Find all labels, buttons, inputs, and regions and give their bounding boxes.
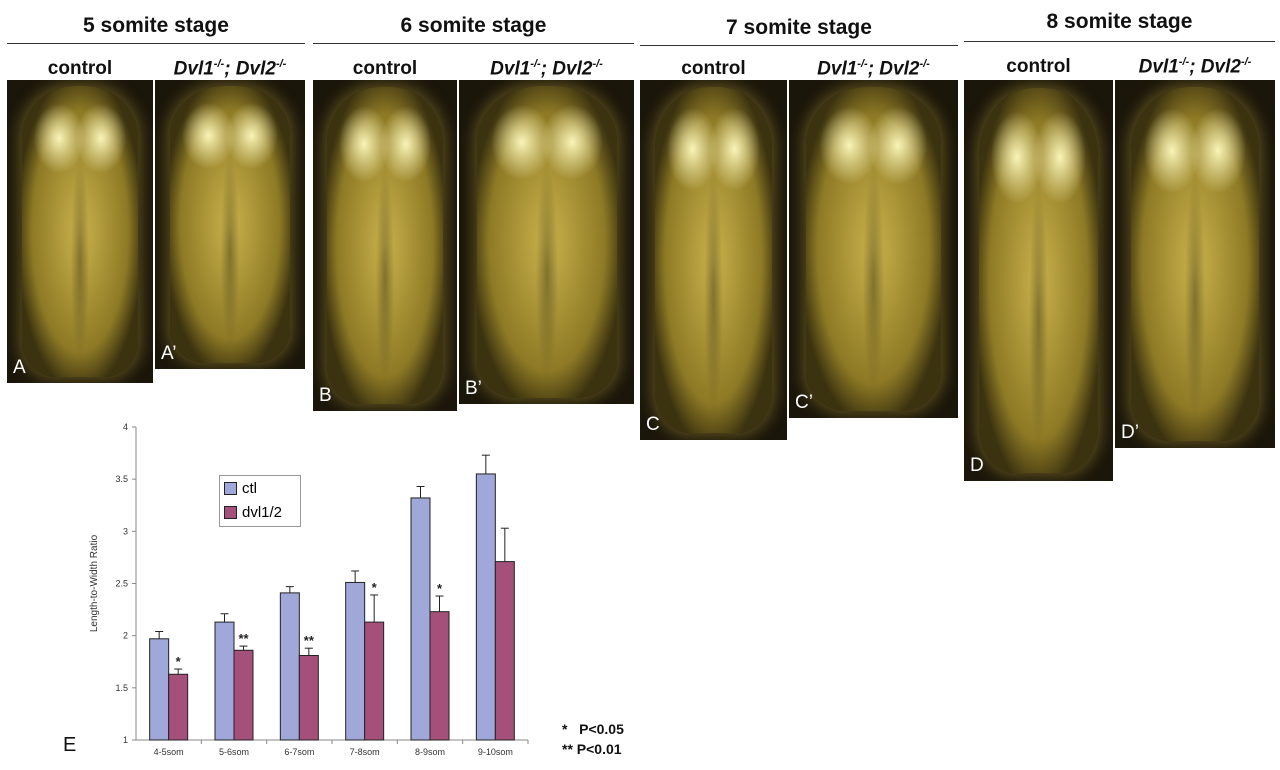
legend-item-ctl: ctl <box>220 476 300 500</box>
bar-dvl1/2 <box>429 611 450 741</box>
panel-label: B <box>319 385 332 406</box>
stage-title: 6 somite stage <box>400 14 547 37</box>
stage-header-8: 8 somite stage <box>964 10 1275 42</box>
x-tick-label: 8-9som <box>415 747 445 757</box>
divider <box>964 41 1275 42</box>
y-tick-label: 1 <box>123 735 128 745</box>
panel-label-e: E <box>63 734 77 756</box>
panel-label: A <box>13 357 26 378</box>
legend-label: ctl <box>242 479 257 497</box>
y-tick-label: 4 <box>123 422 128 432</box>
bar-dvl1/2 <box>298 654 319 741</box>
divider <box>7 43 305 44</box>
divider <box>640 45 958 46</box>
control-label: control <box>352 58 418 79</box>
x-tick-label: 5-6som <box>219 747 249 757</box>
y-tick-label: 3 <box>123 526 128 536</box>
bar-dvl1/2 <box>364 621 385 741</box>
y-axis-title: Length-to-Width Ratio <box>89 534 100 632</box>
significance-marker: * <box>176 654 182 669</box>
embryo <box>170 85 290 364</box>
bar-ctl <box>345 581 366 741</box>
bar-dvl1/2 <box>168 673 189 741</box>
embryo <box>1131 87 1259 441</box>
y-tick-label: 2.5 <box>115 579 128 589</box>
embryo-image-panel: A <box>7 80 153 383</box>
stage-header-6: 6 somite stage <box>313 14 634 44</box>
panel-label: D <box>970 455 984 476</box>
embryo-image-panel: C’ <box>789 80 958 418</box>
panel-label: B’ <box>465 378 482 399</box>
embryo-image-panel: C <box>640 80 787 440</box>
embryo <box>805 86 942 412</box>
y-tick-label: 2 <box>123 631 128 641</box>
genotype-label: Dvl1-/-; Dvl2-/- <box>1138 56 1252 78</box>
bar-ctl <box>149 638 170 741</box>
stage-header-5: 5 somite stage <box>7 14 305 44</box>
embryo-image-panel: A’ <box>155 80 305 369</box>
panel-label: C <box>646 414 660 435</box>
embryo <box>978 88 1099 473</box>
significance-marker: * <box>437 581 443 596</box>
bar-ctl <box>475 473 496 741</box>
stage-title: 7 somite stage <box>726 16 872 39</box>
genotype-label: Dvl1-/-; Dvl2-/- <box>173 58 287 80</box>
y-tick-label: 3.5 <box>115 474 128 484</box>
control-label: control <box>47 58 113 79</box>
stage-title: 8 somite stage <box>1046 10 1193 33</box>
x-tick-label: 6-7som <box>284 747 314 757</box>
genotype-label: Dvl1-/-; Dvl2-/- <box>817 58 930 80</box>
significance-note: ** P<0.01 <box>562 741 622 757</box>
y-tick-label: 1.5 <box>115 683 128 693</box>
bar-dvl1/2 <box>494 561 515 741</box>
embryo <box>327 86 443 405</box>
panel-label: C’ <box>795 392 813 413</box>
panel-label: A’ <box>161 343 177 364</box>
embryo-image-panel: D’ <box>1115 80 1275 448</box>
significance-marker: ** <box>304 633 315 648</box>
significance-marker: * <box>372 580 378 595</box>
x-tick-label: 7-8som <box>350 747 380 757</box>
legend-swatch <box>224 505 237 519</box>
divider <box>313 43 634 44</box>
control-label: control <box>1006 56 1071 77</box>
significance-marker: ** <box>238 631 249 646</box>
stage-title: 5 somite stage <box>83 14 229 37</box>
bar-dvl1/2 <box>233 649 254 741</box>
legend-label: dvl1/2 <box>242 503 283 521</box>
x-tick-label: 9-10som <box>478 747 513 757</box>
control-label: control <box>681 58 746 79</box>
bar-ctl <box>279 592 300 741</box>
embryo <box>21 86 139 377</box>
legend-swatch <box>224 481 237 495</box>
panel-label: D’ <box>1121 422 1139 443</box>
embryo-image-panel: B’ <box>459 80 634 404</box>
significance-note: * P<0.05 <box>562 721 624 737</box>
stage-header-7: 7 somite stage <box>640 16 958 46</box>
embryo-image-panel: B <box>313 80 457 411</box>
bar-ctl <box>410 497 431 741</box>
embryo <box>654 87 773 433</box>
legend-item-dvl: dvl1/2 <box>220 500 300 524</box>
bar-ctl <box>214 621 235 741</box>
embryo-image-panel: D <box>964 80 1113 481</box>
genotype-label: Dvl1-/-; Dvl2-/- <box>490 58 603 80</box>
chart-legend: ctl dvl1/2 <box>219 475 301 527</box>
x-tick-label: 4-5som <box>154 747 184 757</box>
embryo <box>476 86 617 398</box>
